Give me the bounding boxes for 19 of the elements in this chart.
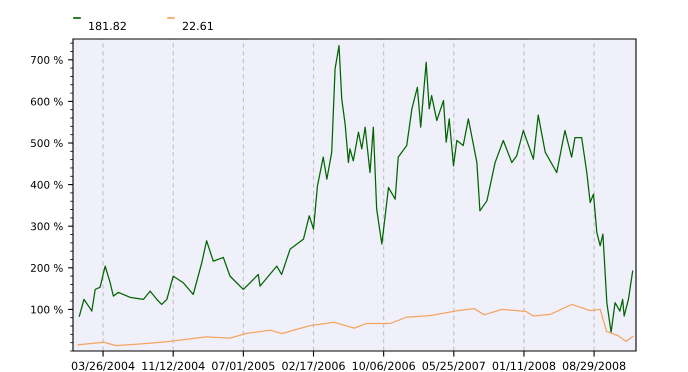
x-tick-label: 01/11/2008 bbox=[492, 362, 556, 371]
line-series bbox=[78, 45, 634, 333]
y-tick-label: 600 % bbox=[30, 98, 63, 106]
y-tick-label: 400 % bbox=[30, 180, 63, 189]
line-series bbox=[78, 304, 634, 346]
x-tick-label: 03/26/2004 bbox=[72, 362, 134, 371]
x-tick-label: 02/17/2006 bbox=[282, 362, 345, 371]
y-tick-label: 100 % bbox=[31, 306, 63, 314]
y-tick-label: 300 % bbox=[30, 222, 63, 230]
x-tick-label: 07/01/2005 bbox=[212, 362, 274, 371]
x-tick-label: 05/25/2007 bbox=[422, 362, 485, 371]
text: 22.61 bbox=[182, 22, 213, 30]
x-tick-label: 11/12/2004 bbox=[142, 362, 205, 371]
y-tick-label: 200 % bbox=[30, 264, 63, 272]
x-tick-label: 08/29/2008 bbox=[562, 362, 626, 371]
text: 181.82 bbox=[89, 22, 126, 30]
y-tick-label: 700 % bbox=[31, 56, 63, 64]
x-tick-label: 10/06/2006 bbox=[352, 362, 415, 371]
y-tick-label: 500 % bbox=[30, 139, 63, 148]
